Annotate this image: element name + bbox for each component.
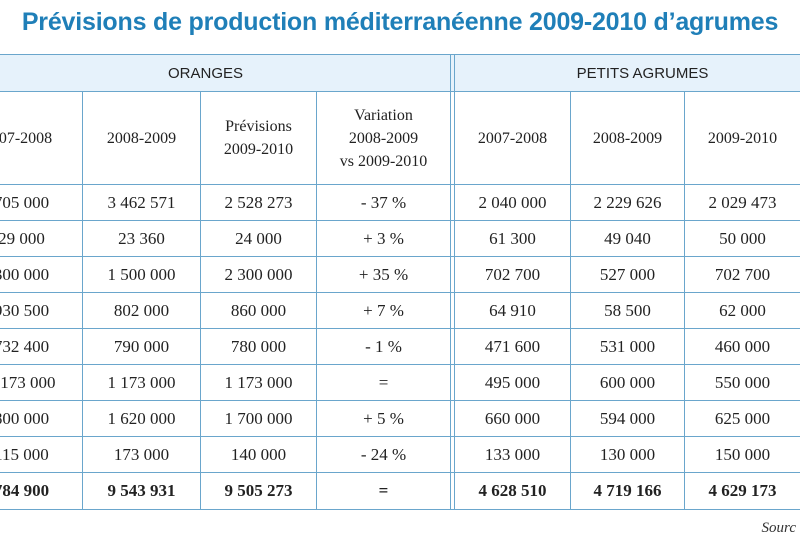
- table-cell: 625 000: [684, 400, 800, 437]
- header-oranges-variation: Variation 2008-2009 vs 2009-2010: [315, 91, 452, 185]
- table-cell: 780 000: [200, 328, 317, 365]
- table-cell: 1 173 000: [82, 364, 201, 401]
- group-petits-agrumes: PETITS AGRUMES: [454, 54, 800, 92]
- table-cell: 705 000: [0, 184, 83, 221]
- table-cell: + 5 %: [315, 400, 452, 437]
- table-cell: 4 629 173: [684, 472, 800, 510]
- table-cell: 660 000: [454, 400, 572, 437]
- table-cell: 1 173 000: [200, 364, 317, 401]
- table-cell: 930 500: [0, 292, 83, 329]
- table-cell: 1 173 000: [0, 364, 83, 401]
- column-header-row: 007-2008 2008-2009 Prévisions 2009-2010 …: [0, 91, 800, 185]
- table-cell: 1 700 000: [200, 400, 317, 437]
- table-cell: 50 000: [684, 220, 800, 257]
- table-cell: 702 700: [684, 256, 800, 293]
- table-cell: 800 000: [0, 400, 83, 437]
- table-cell: 802 000: [82, 292, 201, 329]
- table-cell: 495 000: [454, 364, 572, 401]
- table-cell: 61 300: [454, 220, 572, 257]
- table-cell: 1 620 000: [82, 400, 201, 437]
- table-cell: 29 000: [0, 220, 83, 257]
- table-cell: 4 719 166: [570, 472, 686, 510]
- header-oranges-previsions: Prévisions 2009-2010: [200, 91, 317, 185]
- page-title: Prévisions de production méditerranéenne…: [21, 8, 779, 36]
- table-cell: =: [315, 364, 452, 401]
- table-cell: 140 000: [200, 436, 317, 473]
- table-cell: 702 700: [454, 256, 572, 293]
- table-cell: 49 040: [570, 220, 686, 257]
- table-cell: - 24 %: [315, 436, 452, 473]
- table-cell: 1 500 000: [82, 256, 201, 293]
- table-row: 29 000 23 360 24 000 + 3 % 61 300 49 040 50 00…: [0, 220, 800, 257]
- table-cell: - 37 %: [315, 184, 452, 221]
- source-note: Sourc: [761, 520, 796, 536]
- table-cell: 300 000: [0, 256, 83, 293]
- table-cell: + 35 %: [315, 256, 452, 293]
- table-cell: 2 528 273: [200, 184, 317, 221]
- table-cell: 790 000: [82, 328, 201, 365]
- group-oranges: ORANGES: [0, 54, 452, 92]
- header-petits-2009-2010: 2009-2010: [684, 91, 800, 185]
- table-cell: 860 000: [200, 292, 317, 329]
- table-cell: 9 505 273: [200, 472, 317, 510]
- header-oranges-2008-2009: 2008-2009: [82, 91, 201, 185]
- table-cell: 2 229 626: [570, 184, 686, 221]
- table-cell: 62 000: [684, 292, 800, 329]
- table-cell: 4 628 510: [454, 472, 572, 510]
- header-oranges-2007-2008: 007-2008: [0, 91, 83, 185]
- table-cell: 784 900: [0, 472, 83, 510]
- table-cell: 130 000: [570, 436, 686, 473]
- table-cell: 600 000: [570, 364, 686, 401]
- table-cell: 133 000: [454, 436, 572, 473]
- table-cell: 550 000: [684, 364, 800, 401]
- table-cell: 58 500: [570, 292, 686, 329]
- table-cell: 2 029 473: [684, 184, 800, 221]
- table-cell: 471 600: [454, 328, 572, 365]
- table-cell: + 7 %: [315, 292, 452, 329]
- group-header-row: ORANGES PETITS AGRUMES: [0, 54, 800, 92]
- table-cell: 9 543 931: [82, 472, 201, 510]
- table-cell: 150 000: [684, 436, 800, 473]
- table-cell: =: [315, 472, 452, 510]
- table-cell: - 1 %: [315, 328, 452, 365]
- table-cell: + 3 %: [315, 220, 452, 257]
- table-cell: 732 400: [0, 328, 83, 365]
- table-cell: 3 462 571: [82, 184, 201, 221]
- table-cell: 23 360: [82, 220, 201, 257]
- table-cell: 173 000: [82, 436, 201, 473]
- table-cell: 115 000: [0, 436, 83, 473]
- table-cell: 531 000: [570, 328, 686, 365]
- table-cell: 24 000: [200, 220, 317, 257]
- table-cell: 2 300 000: [200, 256, 317, 293]
- table-cell: 527 000: [570, 256, 686, 293]
- production-table: ORANGES PETITS AGRUMES 007-2008 2008-200…: [0, 54, 800, 510]
- header-petits-2007-2008: 2007-2008: [454, 91, 572, 185]
- header-petits-2008-2009: 2008-2009: [570, 91, 686, 185]
- table-cell: 64 910: [454, 292, 572, 329]
- table-cell: 594 000: [570, 400, 686, 437]
- table-cell: 2 040 000: [454, 184, 572, 221]
- table-cell: 460 000: [684, 328, 800, 365]
